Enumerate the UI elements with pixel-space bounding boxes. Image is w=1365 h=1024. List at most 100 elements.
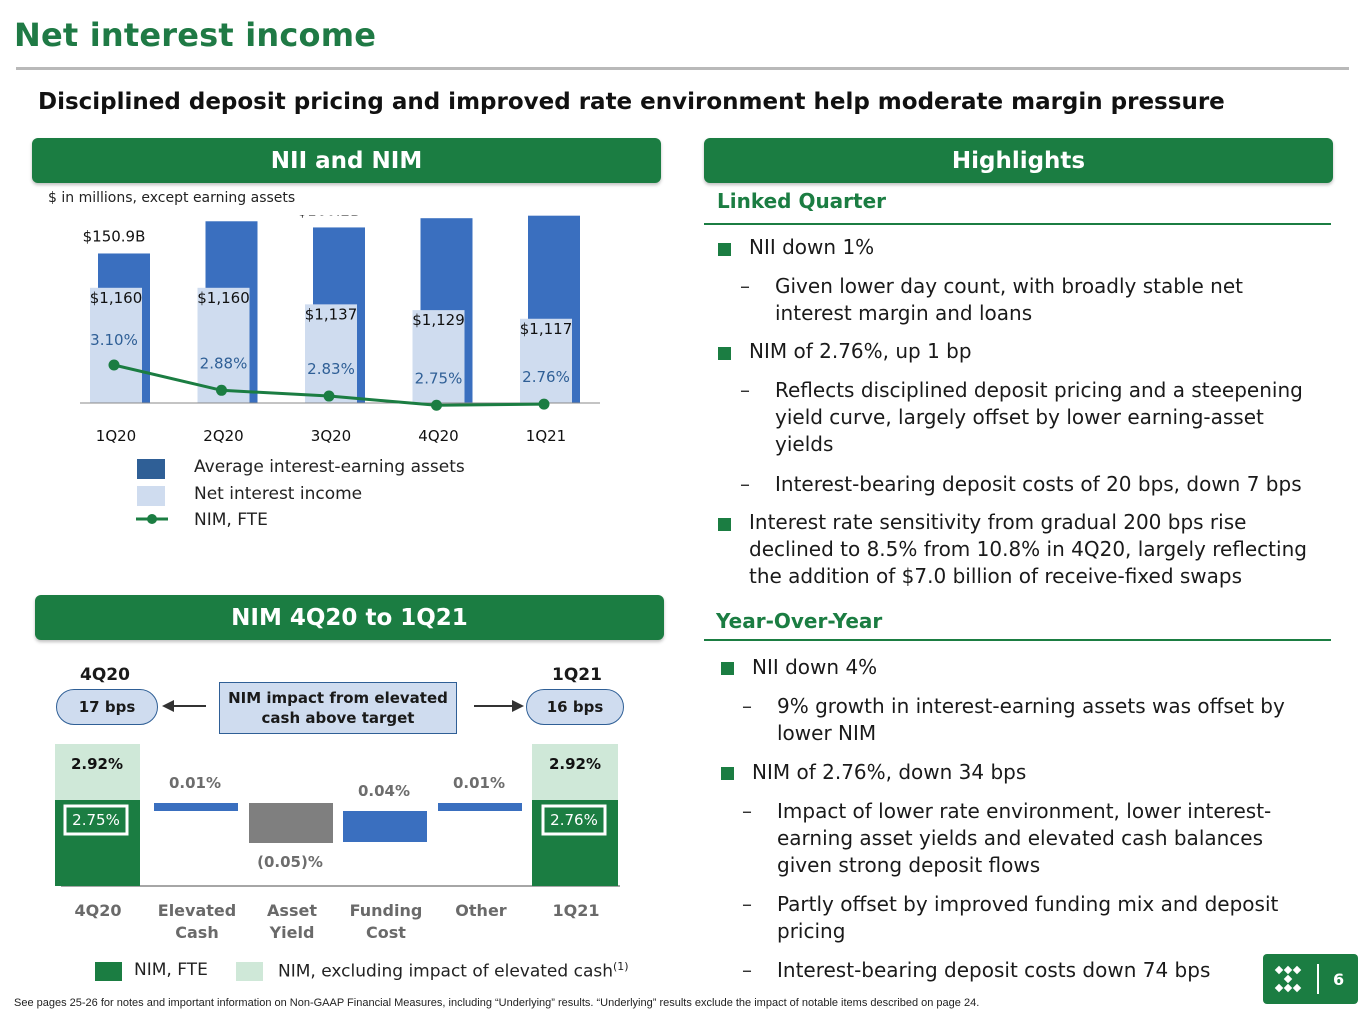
lq-bullet-2-marker xyxy=(718,345,731,364)
bridge-step-bar xyxy=(343,811,427,842)
lq-sub-3-marker: – xyxy=(740,472,750,496)
right-bps-value: 16 bps xyxy=(546,698,604,716)
page-number: 6 xyxy=(1333,969,1345,989)
footnote: See pages 25-26 for notes and important … xyxy=(14,997,980,1009)
bridge-category-label: Cash xyxy=(175,923,218,942)
nii-nim-banner-label: NII and NIM xyxy=(270,147,423,174)
lq-sub-1: Given lower day count, with broadly stab… xyxy=(775,274,1244,325)
nii-bar xyxy=(90,287,142,403)
asset-label: $150.9B xyxy=(83,227,146,245)
highlights-banner-label: Highlights xyxy=(951,147,1086,174)
nii-bar xyxy=(305,304,357,403)
yoy-sub-1-marker: – xyxy=(742,694,752,718)
bridge-category-label: Asset xyxy=(267,901,317,920)
linked-quarter-heading: Linked Quarter xyxy=(717,189,887,213)
arrow-left-icon xyxy=(162,700,206,712)
lq-sub-2: Reflects disciplined deposit pricing and… xyxy=(775,378,1303,456)
legend-label-nim-ex-cash: NIM, excluding impact of elevated cash(1… xyxy=(278,960,629,982)
arrow-right-icon xyxy=(474,700,524,712)
category-label: 1Q21 xyxy=(526,427,566,445)
nim-fte-label-box xyxy=(541,804,607,836)
yoy-heading: Year-Over-Year xyxy=(716,609,883,633)
lq-bullet-2: NIM of 2.76%, up 1 bp xyxy=(749,339,972,363)
legend-label-nim-ex-cash-text: NIM, excluding impact of elevated cash xyxy=(278,961,613,982)
nim-label: 3.10% xyxy=(90,331,138,349)
nim-point xyxy=(431,399,442,411)
bridge-step-bar xyxy=(154,803,238,811)
bridge-step-label: (0.05)% xyxy=(257,853,323,871)
nim-fte-label-box xyxy=(63,804,129,836)
nim-bridge-banner: NIM 4Q20 to 1Q21 xyxy=(35,595,664,640)
page-number-badge: 6 xyxy=(1263,954,1358,1004)
legend-label-assets: Average interest-earning assets xyxy=(194,457,465,477)
units-note: $ in millions, except earning assets xyxy=(48,190,296,206)
legend-swatch-nim-fte xyxy=(95,962,122,981)
legend-swatch-nii xyxy=(137,486,165,506)
nim-fte-label: 2.75% xyxy=(72,811,120,829)
nii-bar xyxy=(412,310,465,403)
bridge-right-quarter: 1Q21 xyxy=(552,665,602,685)
yoy-sub-3: Partly offset by improved funding mix an… xyxy=(777,892,1279,943)
lq-bullet-1: NII down 1% xyxy=(749,235,875,259)
logo-icon xyxy=(1274,965,1302,993)
category-label: 4Q20 xyxy=(418,427,458,445)
nii-label: $1,129 xyxy=(412,311,465,329)
lq-bullet-1-marker xyxy=(718,241,731,260)
page-subtitle: Disciplined deposit pricing and improved… xyxy=(38,89,1225,115)
lq-bullet-3: Interest rate sensitivity from gradual 2… xyxy=(749,510,1307,588)
legend-label-nim-fte: NIM, FTE xyxy=(134,960,208,980)
bridge-category-label: Funding xyxy=(350,901,423,920)
nim-fte-label: 2.76% xyxy=(550,811,598,829)
nii-bar xyxy=(520,318,572,403)
lq-sub-1-marker: – xyxy=(740,274,750,298)
legend-swatch-nim-ex-cash xyxy=(236,962,263,981)
yoy-bullet-1: NII down 4% xyxy=(752,655,878,679)
legend-nim-line-icon xyxy=(136,514,168,524)
legend-label-nim: NIM, FTE xyxy=(194,510,268,530)
nim-point xyxy=(538,398,550,410)
linked-quarter-rule xyxy=(704,223,1331,225)
legend-swatch-assets xyxy=(137,459,165,479)
yoy-rule xyxy=(704,639,1331,641)
left-bps-value: 17 bps xyxy=(78,698,136,716)
yoy-bullet-1-marker xyxy=(721,660,734,679)
nim-ex-cash-label: 2.92% xyxy=(549,755,601,773)
bridge-category-label: Cost xyxy=(366,923,406,942)
page-title: Net interest income xyxy=(14,16,377,54)
bridge-category-label: Other xyxy=(455,901,506,920)
bridge-category-label: Elevated xyxy=(158,901,236,920)
lq-bullet-3-marker xyxy=(718,516,731,535)
nii-nim-chart: $150.9B$1,1601Q20$162.4B$1,1602Q20$160.2… xyxy=(80,215,600,445)
yoy-bullet-2: NIM of 2.76%, down 34 bps xyxy=(752,760,1027,784)
nii-label: $1,160 xyxy=(197,289,250,307)
category-label: 2Q20 xyxy=(203,427,243,445)
left-bps-pill: 17 bps xyxy=(56,689,158,725)
lq-sub-2-marker: – xyxy=(740,378,750,402)
nim-ex-cash-bar xyxy=(55,744,140,800)
bridge-category-label: 1Q21 xyxy=(553,901,600,920)
nii-label: $1,117 xyxy=(520,320,573,338)
nim-ex-cash-bar xyxy=(532,744,618,800)
nii-bar xyxy=(197,287,250,403)
yoy-sub-3-marker: – xyxy=(742,892,752,916)
asset-label: $160.2B xyxy=(298,215,361,219)
cash-impact-callout-text: NIM impact from elevated cash above targ… xyxy=(228,689,448,727)
yoy-sub-4-marker: – xyxy=(742,958,752,982)
nii-nim-banner: NII and NIM xyxy=(32,138,661,183)
bridge-step-label: 0.01% xyxy=(169,774,221,792)
bridge-step-bar xyxy=(249,803,333,843)
nim-bridge-banner-label: NIM 4Q20 to 1Q21 xyxy=(231,604,468,631)
right-bps-pill: 16 bps xyxy=(526,689,624,725)
yoy-sub-2: Impact of lower rate environment, lower … xyxy=(777,799,1272,877)
bridge-left-quarter: 4Q20 xyxy=(80,665,130,685)
nim-label: 2.75% xyxy=(415,369,463,387)
category-label: 1Q20 xyxy=(96,427,136,445)
yoy-sub-4: Interest-bearing deposit costs down 74 b… xyxy=(777,958,1211,982)
nim-label: 2.88% xyxy=(200,354,248,372)
legend-footnote-marker: (1) xyxy=(613,960,629,973)
bridge-step-bar xyxy=(438,803,522,811)
bridge-category-label: 4Q20 xyxy=(75,901,122,920)
title-divider xyxy=(16,67,1349,70)
bridge-category-label: Yield xyxy=(269,923,315,942)
nim-label: 2.76% xyxy=(522,368,570,386)
